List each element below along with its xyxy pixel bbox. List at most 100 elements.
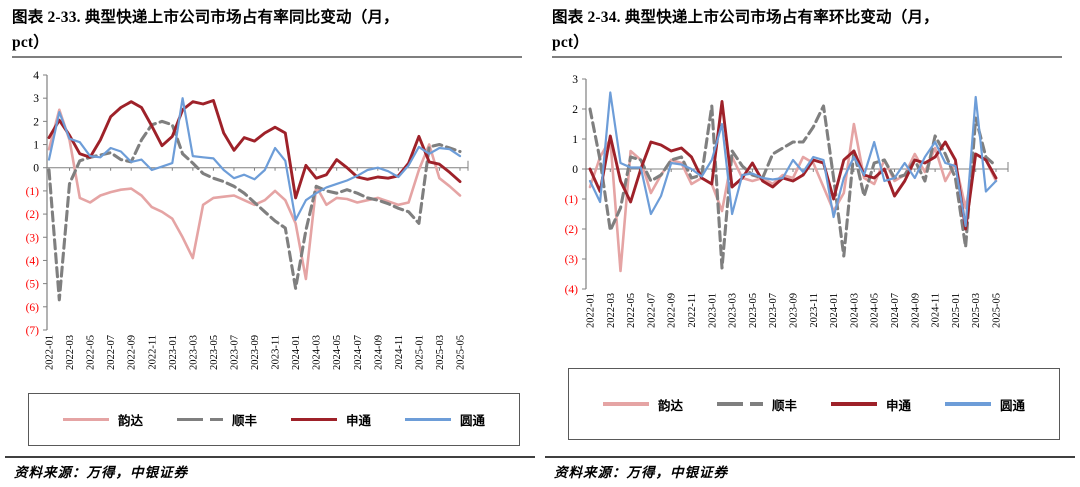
legend-item-yunda: 韵达 <box>602 395 683 414</box>
x-tick-label: 2024-03 <box>312 335 323 370</box>
mom-line-chart: 3 2 1 0 (1) (2) (3) (4) 2022-01 2022-03 2022-05 202… <box>565 74 1009 328</box>
x-tick-label: 2023-05 <box>209 335 220 370</box>
legend-yoy: 韵达 顺丰 申通 圆通 <box>28 393 520 446</box>
series-line-yunda <box>47 108 462 281</box>
y-tick-label: 2 <box>33 116 39 128</box>
x-tick-label: 2024-03 <box>849 293 860 328</box>
x-tick-label: 2025-05 <box>456 335 467 370</box>
legend-swatch-shunfeng <box>176 417 223 422</box>
x-tick-label: 2025-05 <box>992 293 1003 328</box>
y-tick-label: (5) <box>26 279 40 291</box>
x-tick-label: 2022-01 <box>45 335 56 370</box>
panel-yoy-chart: 图表 2-33. 典型快递上市公司市场占有率同比变动（月， pct） 4 3 2 1 0 (… <box>5 5 535 480</box>
x-tick-label: 2022-09 <box>667 293 678 328</box>
y-tick-label: (2) <box>26 209 40 221</box>
x-tick-label: 2025-01 <box>414 335 425 370</box>
x-tick-label: 2022-03 <box>65 335 76 370</box>
y-tick-label: (1) <box>565 194 579 206</box>
legend-item-yunda: 韵达 <box>62 410 143 429</box>
y-tick-label: 3 <box>33 93 39 105</box>
legend-mom: 韵达 顺丰 申通 圆通 <box>568 368 1060 440</box>
x-tick-label: 2023-09 <box>250 335 261 370</box>
x-tick-label: 2023-03 <box>188 335 199 370</box>
x-tick-label: 2023-05 <box>748 293 759 328</box>
title-divider <box>12 56 522 58</box>
y-tick-label: (4) <box>26 255 40 267</box>
x-tick-label: 2024-07 <box>353 335 364 370</box>
legend-swatch-shunfeng <box>716 402 763 406</box>
y-tick-label: (7) <box>26 325 40 337</box>
x-tick-label: 2025-01 <box>951 293 962 328</box>
y-tick-label: (4) <box>565 284 579 296</box>
x-tick-label: 2024-11 <box>394 335 405 370</box>
title-line1: 图表 2-34. 典型快递上市公司市场占有率环比变动（月， <box>552 9 939 26</box>
chart-title-mom: 图表 2-34. 典型快递上市公司市场占有率环比变动（月， pct） <box>552 5 1072 55</box>
legend-item-shentong: 申通 <box>290 410 371 429</box>
x-tick-label: 2024-01 <box>829 293 840 328</box>
source-note: 资料来源：万得，中银证券 <box>14 465 188 480</box>
y-tick-label: 0 <box>572 164 578 176</box>
x-tick-label: 2023-03 <box>728 293 739 328</box>
x-tick-label: 2022-07 <box>646 293 657 328</box>
series-line-shunfeng <box>47 119 462 302</box>
legend-swatch-yuantong <box>944 402 991 406</box>
series-line-yuantong <box>588 91 998 228</box>
x-tick-label: 2023-01 <box>168 335 179 370</box>
y-tick-label: (2) <box>565 224 579 236</box>
x-tick-label: 2022-07 <box>106 335 117 370</box>
y-tick-label: 2 <box>572 104 578 116</box>
y-tick-label: (1) <box>26 186 40 198</box>
x-tick-label: 2024-07 <box>890 293 901 328</box>
legend-label-shentong: 申通 <box>345 414 371 428</box>
chart-title-yoy: 图表 2-33. 典型快递上市公司市场占有率同比变动（月， pct） <box>12 5 532 55</box>
title-line2: pct） <box>12 34 49 51</box>
legend-label-yunda: 韵达 <box>657 398 683 413</box>
source-note: 资料来源：万得，中银证券 <box>554 465 728 480</box>
legend-item-shentong: 申通 <box>830 395 911 414</box>
title-line2: pct） <box>552 34 589 51</box>
series-line-shentong <box>47 99 462 200</box>
series-line-shentong <box>588 100 998 231</box>
legend-label-yunda: 韵达 <box>117 414 143 428</box>
x-tick-label: 2023-09 <box>789 293 800 328</box>
series-line-shunfeng <box>588 104 998 270</box>
y-tick-label: 0 <box>33 163 39 175</box>
legend-item-shunfeng: 顺丰 <box>716 395 797 414</box>
legend-swatch-shentong <box>290 417 337 422</box>
title-line1: 图表 2-33. 典型快递上市公司市场占有率同比变动（月， <box>12 9 399 26</box>
title-divider <box>552 56 1062 58</box>
x-tick-label: 2023-11 <box>809 293 820 328</box>
legend-label-yuantong: 圆通 <box>459 414 485 428</box>
panel-mom-chart: 图表 2-34. 典型快递上市公司市场占有率环比变动（月， pct） 3 2 1 0 (1… <box>540 0 1080 487</box>
legend-item-shunfeng: 顺丰 <box>176 410 257 429</box>
x-tick-label: 2023-07 <box>229 335 240 370</box>
x-tick-label: 2023-01 <box>707 293 718 328</box>
legend-swatch-yunda <box>602 402 649 406</box>
y-tick-label: (3) <box>26 232 40 244</box>
legend-label-shentong: 申通 <box>885 398 911 413</box>
y-tick-label: (3) <box>565 254 579 266</box>
x-tick-label: 2024-09 <box>910 293 921 328</box>
legend-swatch-shentong <box>830 402 877 406</box>
y-tick-label: 1 <box>33 140 39 152</box>
x-tick-label: 2024-05 <box>870 293 881 328</box>
legend-item-yuantong: 圆通 <box>404 410 485 429</box>
x-tick-label: 2024-09 <box>373 335 384 370</box>
source-divider <box>5 456 535 458</box>
x-tick-label: 2022-05 <box>626 293 637 328</box>
x-tick-label: 2022-11 <box>687 293 698 328</box>
x-tick-label: 2022-09 <box>127 335 138 370</box>
legend-label-shunfeng: 顺丰 <box>771 398 797 413</box>
x-tick-label: 2022-11 <box>147 335 158 370</box>
x-tick-label: 2023-07 <box>768 293 779 328</box>
y-tick-label: 1 <box>572 134 578 146</box>
series-line-yuantong <box>47 97 462 221</box>
y-tick-label: 4 <box>33 70 39 82</box>
y-tick-label: 3 <box>572 74 578 86</box>
x-tick-label: 2022-03 <box>606 293 617 328</box>
legend-swatch-yunda <box>62 417 109 422</box>
x-tick-label: 2022-01 <box>586 293 597 328</box>
x-tick-label: 2022-05 <box>86 335 97 370</box>
legend-label-yuantong: 圆通 <box>999 398 1025 413</box>
